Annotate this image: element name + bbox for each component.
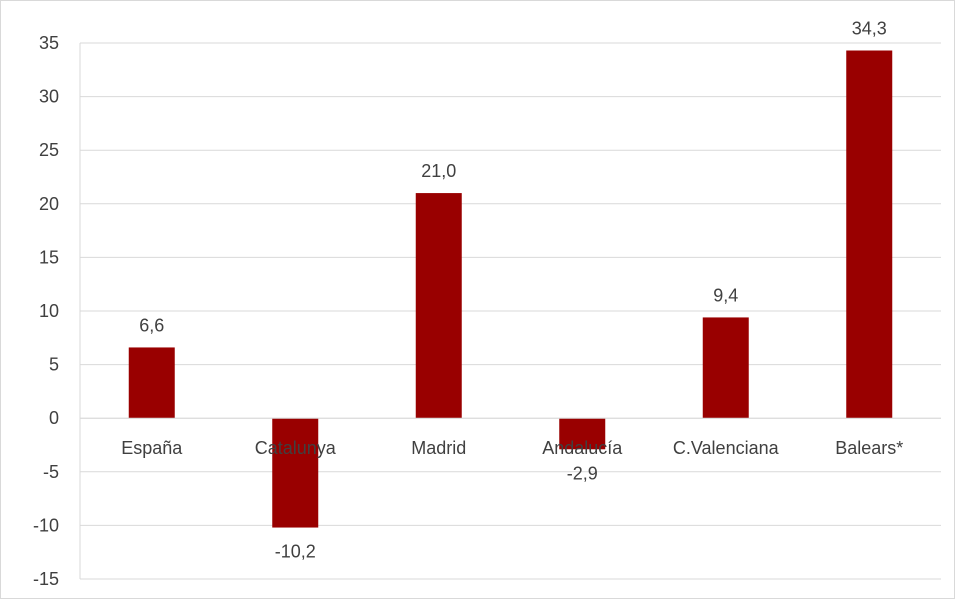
- y-axis-tick-labels: 35 30 25 20 15 10 5 0 -5 -10 -15: [33, 33, 59, 589]
- data-label: 9,4: [713, 285, 738, 305]
- y-tick-label: -5: [43, 462, 59, 482]
- y-tick-label: 20: [39, 194, 59, 214]
- bar: [846, 50, 893, 419]
- category-labels: España Catalunya Madrid Andalucía C.Valencia…: [121, 438, 903, 458]
- y-tick-label: 5: [49, 355, 59, 375]
- bar: [128, 347, 175, 419]
- category-label: C.Valenciana: [673, 438, 780, 458]
- data-label: -2,9: [567, 463, 598, 483]
- y-tick-label: 10: [39, 301, 59, 321]
- data-label: -10,2: [275, 542, 316, 562]
- category-label: Madrid: [411, 438, 466, 458]
- data-labels: 6,6 -10,2 21,0 -2,9 9,4 34,3: [139, 19, 887, 562]
- y-tick-label: 25: [39, 140, 59, 160]
- bar: [415, 193, 462, 419]
- y-tick-label: 15: [39, 247, 59, 267]
- category-label: Catalunya: [255, 438, 337, 458]
- bar: [559, 418, 606, 450]
- y-tick-label: 0: [49, 408, 59, 428]
- y-tick-label: -10: [33, 515, 59, 535]
- category-label: Balears*: [835, 438, 903, 458]
- bar: [272, 418, 319, 528]
- data-label: 21,0: [421, 161, 456, 181]
- category-label: España: [121, 438, 183, 458]
- grid-lines: [80, 42, 941, 580]
- bars: [128, 50, 893, 528]
- y-tick-label: -15: [33, 569, 59, 589]
- category-label: Andalucía: [542, 438, 623, 458]
- bar: [702, 317, 749, 419]
- axes: [79, 43, 941, 579]
- y-tick-label: 35: [39, 33, 59, 53]
- data-label: 6,6: [139, 315, 164, 335]
- data-label: 34,3: [852, 19, 887, 39]
- y-tick-label: 30: [39, 87, 59, 107]
